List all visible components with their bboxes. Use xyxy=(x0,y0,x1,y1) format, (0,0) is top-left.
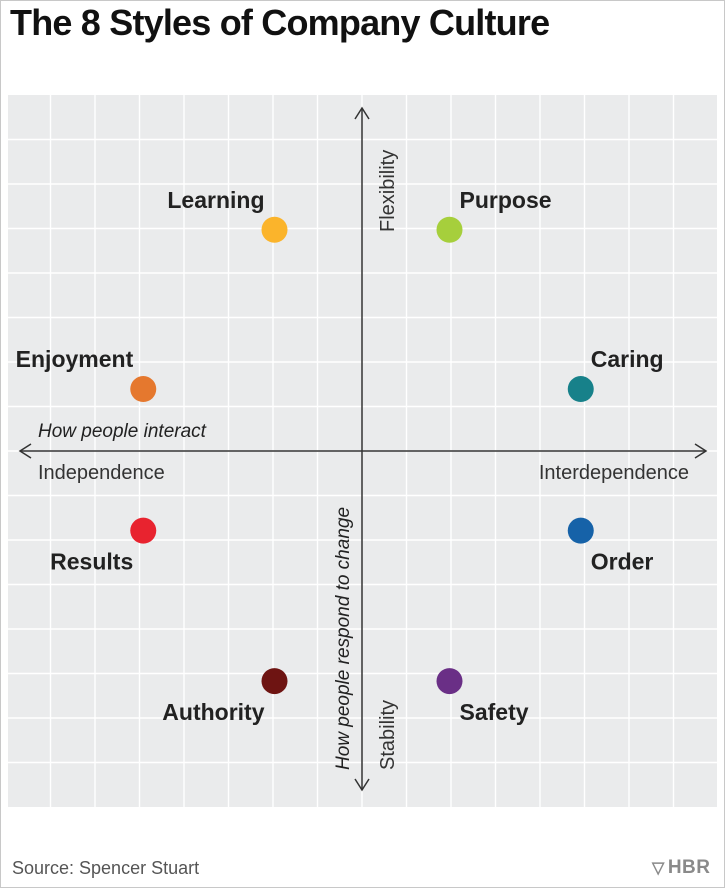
label-authority: Authority xyxy=(162,699,264,725)
point-learning xyxy=(261,216,288,243)
label-results: Results xyxy=(50,549,133,575)
label-order: Order xyxy=(591,549,654,575)
label-purpose: Purpose xyxy=(460,187,552,213)
point-safety xyxy=(436,668,463,695)
y-axis-caption: How people respond to change xyxy=(333,507,354,770)
chart-title: The 8 Styles of Company Culture xyxy=(10,2,550,43)
label-learning: Learning xyxy=(167,187,264,213)
point-caring xyxy=(567,376,594,403)
label-safety: Safety xyxy=(460,699,529,725)
y-axis-negative-label: Stability xyxy=(377,700,399,770)
source-note: Source: Spencer Stuart xyxy=(12,858,200,878)
x-axis-left-arrow xyxy=(18,443,32,459)
x-axis-caption: How people interact xyxy=(38,421,207,442)
x-axis-right-arrow xyxy=(694,443,708,459)
label-enjoyment: Enjoyment xyxy=(16,346,134,372)
label-caring: Caring xyxy=(591,346,664,372)
point-enjoyment xyxy=(130,376,157,403)
point-results xyxy=(130,517,157,544)
point-order xyxy=(567,517,594,544)
x-axis-negative-label: Independence xyxy=(38,462,165,484)
y-axis-bottom-arrow xyxy=(354,778,370,792)
point-purpose xyxy=(436,216,463,243)
logo-text: HBR xyxy=(667,857,711,878)
data-points: Learning Purpose Enjoyment Caring Results Ord… xyxy=(16,187,664,725)
y-axis-top-arrow xyxy=(354,106,370,120)
x-axis-positive-label: Interdependence xyxy=(539,462,689,484)
hbr-logo: ▽ HBR xyxy=(652,857,710,879)
y-axis-positive-label: Flexibility xyxy=(377,150,399,232)
point-authority xyxy=(261,668,288,695)
shield-icon: ▽ xyxy=(652,860,665,877)
